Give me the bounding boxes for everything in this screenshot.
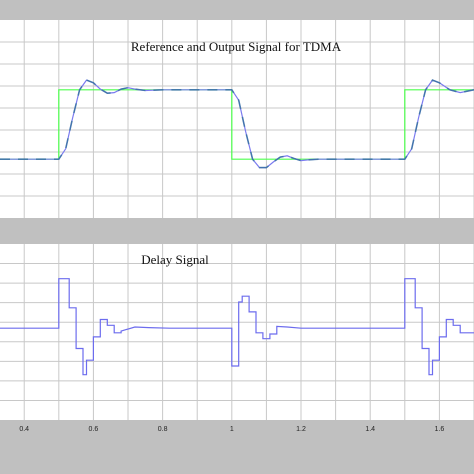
reference-output-panel: Reference and Output Signal for TDMA	[0, 20, 474, 218]
reference-output-plot-area[interactable]	[0, 20, 474, 218]
x-tick-label: 1.4	[365, 426, 375, 433]
delay-title: Delay Signal	[141, 252, 209, 267]
delay-series	[0, 278, 474, 376]
x-tick-label: 0.6	[89, 426, 99, 433]
reference-output-series	[0, 79, 474, 169]
x-tick-label: 0.8	[158, 426, 168, 433]
x-tick-label: 1.6	[435, 426, 445, 433]
x-tick-label: 1	[230, 426, 234, 433]
x-tick-label: 1.2	[296, 426, 306, 433]
x-axis-tick-labels: 0.4 0.6 0.8 1 1.2 1.4 1.6	[19, 426, 444, 433]
delay-plot-area[interactable]	[0, 244, 474, 420]
delay-panel: Delay Signal	[0, 244, 474, 420]
output-signal-line	[0, 79, 474, 169]
reference-output-title: Reference and Output Signal for TDMA	[131, 39, 342, 54]
reference-signal-line	[0, 89, 474, 160]
delay-grid	[0, 244, 474, 420]
delay-signal-line	[0, 278, 474, 376]
x-tick-label: 0.4	[19, 426, 29, 433]
